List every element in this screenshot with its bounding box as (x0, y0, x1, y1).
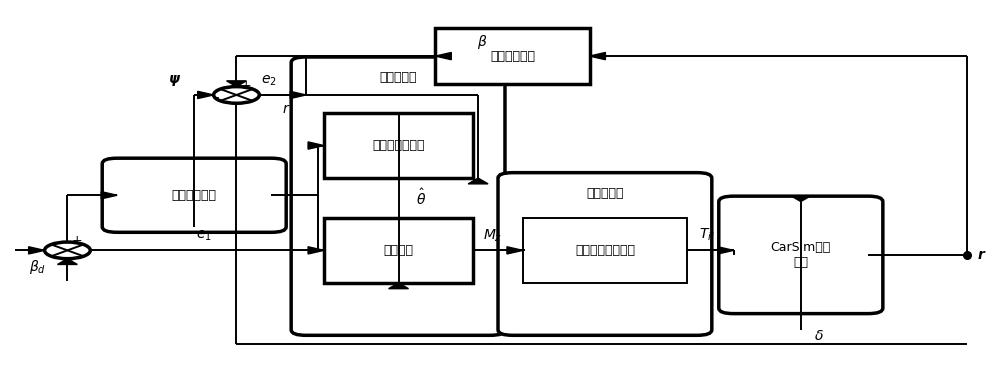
Polygon shape (308, 247, 324, 254)
Text: $r$: $r$ (282, 102, 290, 116)
FancyBboxPatch shape (102, 158, 286, 232)
FancyBboxPatch shape (291, 57, 505, 335)
Polygon shape (435, 52, 451, 60)
Text: 最优转矩分配算法: 最优转矩分配算法 (575, 244, 635, 257)
Polygon shape (308, 142, 324, 149)
FancyBboxPatch shape (719, 196, 883, 314)
Text: $\boldsymbol{M_z}$: $\boldsymbol{M_z}$ (483, 228, 503, 244)
FancyBboxPatch shape (523, 218, 687, 283)
Polygon shape (29, 247, 45, 254)
Text: $e_1$: $e_1$ (196, 229, 212, 243)
Polygon shape (718, 247, 734, 254)
Text: 上层控制器: 上层控制器 (379, 71, 417, 84)
Polygon shape (507, 247, 523, 254)
Polygon shape (101, 192, 117, 199)
Text: 虚拟控制输入: 虚拟控制输入 (172, 189, 217, 202)
Circle shape (45, 242, 90, 259)
Text: $\delta$: $\delta$ (814, 329, 824, 343)
Text: $\beta$: $\beta$ (477, 33, 488, 51)
Polygon shape (791, 196, 811, 201)
Polygon shape (389, 283, 409, 289)
Polygon shape (590, 52, 605, 60)
Text: CarSim车辆
模型: CarSim车辆 模型 (771, 241, 831, 269)
Text: 下层控制器: 下层控制器 (586, 187, 624, 200)
Text: 侧偏角观测器: 侧偏角观测器 (490, 50, 535, 63)
Polygon shape (227, 81, 246, 87)
Text: $e_2$: $e_2$ (261, 74, 277, 88)
Polygon shape (198, 91, 214, 99)
Text: $\boldsymbol{\psi}$: $\boldsymbol{\psi}$ (168, 73, 181, 88)
FancyBboxPatch shape (498, 172, 712, 335)
Text: 横摆力矩: 横摆力矩 (384, 244, 414, 257)
Text: -: - (214, 91, 219, 104)
FancyBboxPatch shape (324, 113, 473, 178)
Polygon shape (468, 178, 488, 184)
Text: +: + (72, 234, 83, 247)
Text: $\beta_d$: $\beta_d$ (29, 258, 46, 276)
Text: $\boldsymbol{T_{ij}}$: $\boldsymbol{T_{ij}}$ (699, 227, 715, 245)
Circle shape (214, 87, 259, 103)
Polygon shape (290, 91, 306, 99)
Text: +: + (241, 79, 252, 92)
Text: -: - (45, 240, 50, 252)
Text: $\boldsymbol{r}$: $\boldsymbol{r}$ (977, 248, 987, 262)
Text: $\hat{\theta}$: $\hat{\theta}$ (416, 188, 427, 208)
Polygon shape (57, 259, 77, 265)
FancyBboxPatch shape (324, 218, 473, 283)
FancyBboxPatch shape (435, 28, 590, 84)
Text: 投影型自适应律: 投影型自适应律 (372, 139, 425, 152)
